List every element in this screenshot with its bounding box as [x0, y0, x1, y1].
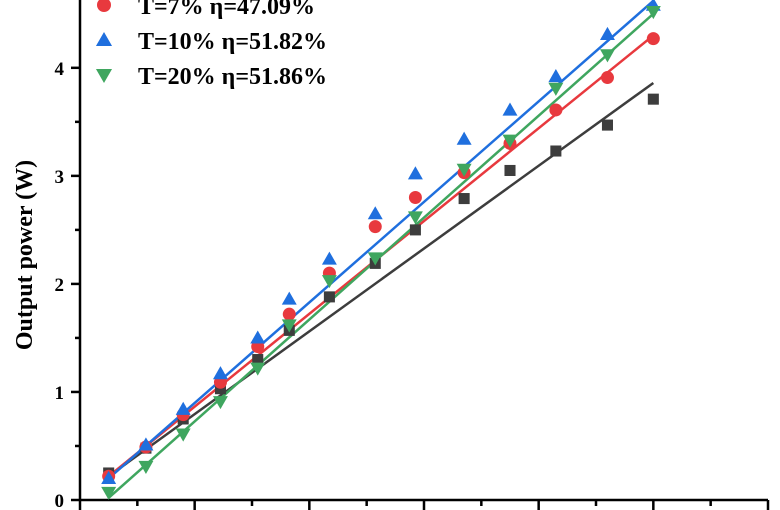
data-point-T=4%	[323, 291, 335, 303]
fit-line-T=20%	[107, 12, 655, 499]
fit-line-T=10%	[107, 0, 655, 480]
data-point-T=7%	[368, 220, 382, 234]
data-point-T=7%	[646, 32, 660, 46]
data-point-T=10%	[502, 102, 518, 116]
y-tick-label: 1	[55, 383, 65, 404]
data-point-T=10%	[138, 437, 154, 451]
data-point-T=20%	[502, 134, 518, 148]
legend-label-T=7%: T=7% η=47.09%	[138, 0, 315, 20]
data-point-T=4%	[458, 193, 470, 205]
data-point-T=20%	[407, 211, 423, 225]
legend-marker-T=10%	[95, 31, 113, 47]
data-point-T=20%	[175, 428, 191, 442]
data-point-T=10%	[281, 291, 297, 305]
legend-marker-T=7%	[97, 0, 111, 12]
data-point-T=20%	[599, 49, 615, 63]
data-point-T=10%	[212, 366, 228, 380]
legend-marker-T=20%	[95, 68, 113, 84]
legend-label-T=10%: T=10% η=51.82%	[138, 29, 327, 55]
data-point-T=10%	[321, 251, 337, 265]
y-tick-label: 0	[55, 491, 65, 510]
fit-lines	[107, 0, 655, 499]
data-point-T=7%	[549, 103, 563, 117]
y-tick-label: 3	[55, 167, 65, 188]
axes: 0 1 2 3 4	[55, 0, 770, 510]
data-point-T=7%	[282, 307, 296, 321]
data-point-T=10%	[599, 26, 615, 40]
data-point-T=4%	[601, 119, 613, 131]
y-axis-title: Output power (W)	[12, 160, 38, 350]
data-point-T=4%	[647, 93, 659, 105]
data-point-T=10%	[407, 166, 423, 180]
data-point-T=20%	[138, 460, 154, 474]
data-point-T=10%	[250, 330, 266, 344]
data-point-T=7%	[600, 71, 614, 85]
data-point-T=20%	[456, 163, 472, 177]
data-point-T=20%	[101, 486, 117, 500]
data-point-T=4%	[504, 164, 516, 176]
legend-label-T=20%: T=20% η=51.86%	[138, 64, 327, 90]
data-point-T=20%	[212, 396, 228, 410]
data-point-T=20%	[548, 82, 564, 96]
data-point-T=4%	[550, 145, 562, 157]
y-tick-label: 4	[55, 59, 65, 80]
data-point-T=20%	[367, 252, 383, 266]
data-point-T=10%	[367, 206, 383, 220]
data-point-T=10%	[101, 470, 117, 484]
legend: T=7% η=47.09% T=10% η=51.82% T=20% η=51.86…	[95, 0, 327, 90]
data-point-T=20%	[321, 275, 337, 289]
y-tick-label: 2	[55, 275, 65, 296]
data-point-T=10%	[548, 68, 564, 83]
data-point-T=20%	[281, 319, 297, 333]
data-point-T=10%	[175, 401, 191, 415]
data-point-T=20%	[250, 362, 266, 376]
data-point-T=7%	[408, 190, 422, 204]
data-points	[101, 0, 661, 500]
data-point-T=4%	[409, 224, 421, 236]
data-point-T=10%	[456, 131, 472, 145]
fit-line-T=4%	[107, 81, 655, 478]
data-point-T=4%	[252, 354, 264, 366]
data-point-T=20%	[645, 6, 661, 20]
